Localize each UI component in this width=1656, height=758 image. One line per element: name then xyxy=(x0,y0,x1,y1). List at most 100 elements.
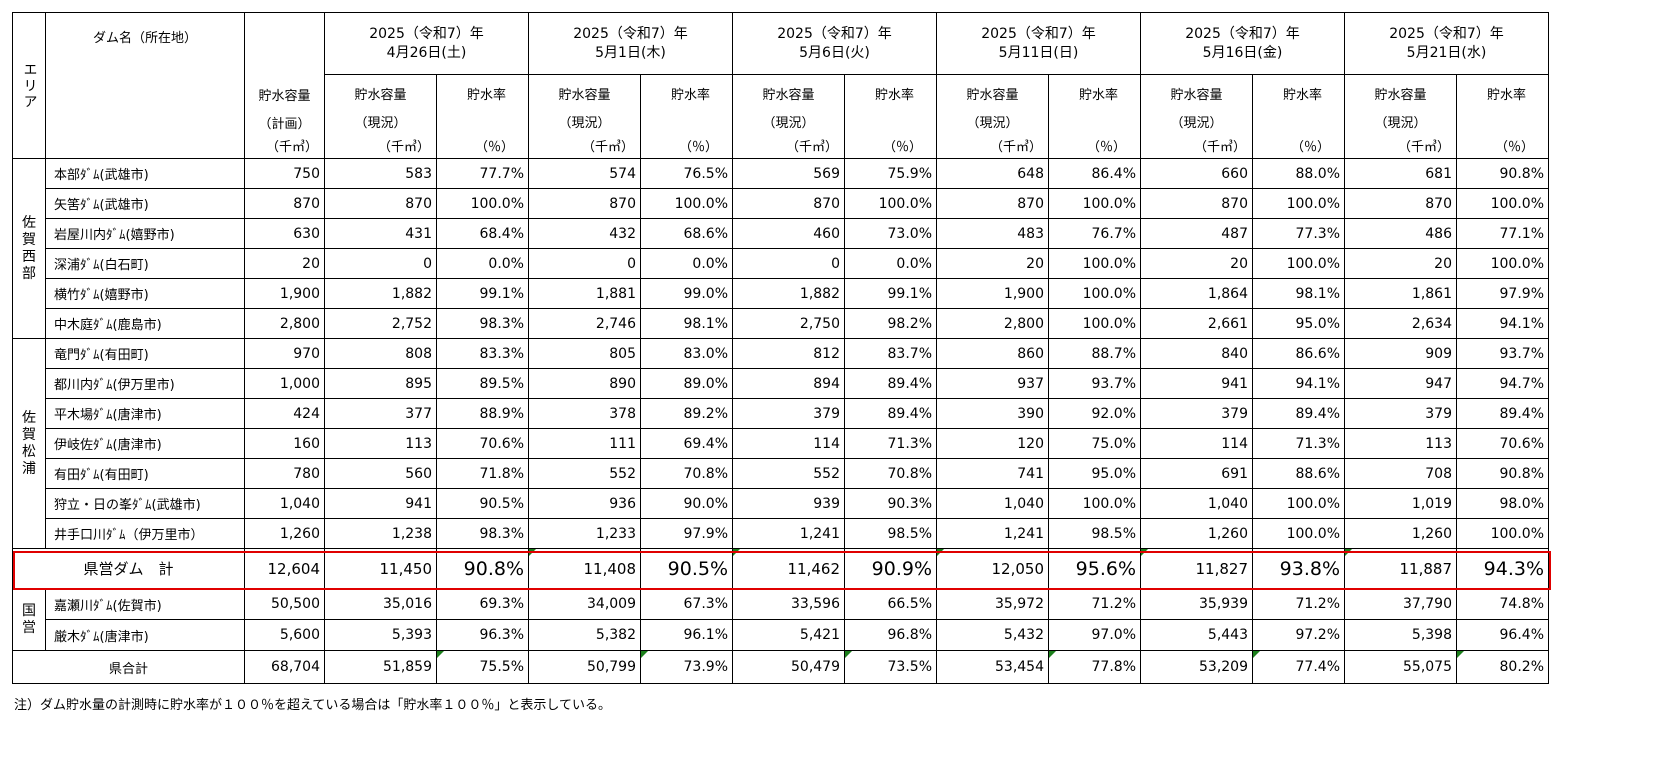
area-national: 国営 xyxy=(12,588,46,651)
storage-rate-value: 89.4% xyxy=(1252,398,1345,429)
header-date-year: 2025（令和7）年 xyxy=(777,25,892,42)
storage-rate-value: 97.2% xyxy=(1252,619,1345,651)
storage-rate-value: 92.0% xyxy=(1048,398,1141,429)
header-date-year: 2025（令和7）年 xyxy=(573,25,688,42)
capacity-now-value: 11,408 xyxy=(528,548,641,589)
storage-rate-value: 77.1% xyxy=(1456,218,1549,249)
storage-rate-text: 70.6% xyxy=(479,435,524,452)
header-capacity-now: 貯水容量 （現況） （千㎥） xyxy=(1344,74,1457,159)
capacity-now-value: 53,454 xyxy=(936,650,1049,684)
header-capacity-now-sub: （現況） xyxy=(558,116,611,131)
capacity-now-value: 708 xyxy=(1344,458,1457,489)
storage-rate-value: 93.8% xyxy=(1252,548,1345,589)
area-char: 賀 xyxy=(22,231,36,248)
capacity-now-value: 2,746 xyxy=(528,308,641,339)
capacity-now-text: 1,260 xyxy=(1411,525,1452,542)
storage-rate-text: 71.2% xyxy=(1091,596,1136,612)
capacity-now-text: 1,864 xyxy=(1207,285,1248,302)
storage-rate-value: 88.7% xyxy=(1048,338,1141,369)
capacity-now-value: 2,750 xyxy=(732,308,845,339)
storage-rate-value: 66.5% xyxy=(844,588,937,620)
capacity-now-value: 5,382 xyxy=(528,619,641,651)
header-capacity-now-label: 貯水容量 xyxy=(354,88,407,103)
dam-row: 平木場ﾀﾞﾑ(唐津市) 424 377 88.9% 378 89.2% 379 89.4% 39… xyxy=(13,398,1549,429)
storage-rate-value: 0.0% xyxy=(844,248,937,279)
storage-rate-value: 97.0% xyxy=(1048,619,1141,651)
capacity-now-value: 1,900 xyxy=(936,278,1049,309)
area-west: 佐賀西部 xyxy=(12,158,46,339)
storage-rate-text: 90.8% xyxy=(463,557,524,580)
storage-rate-text: 100.0% xyxy=(1082,285,1136,302)
capacity-now-value: 860 xyxy=(936,338,1049,369)
dam-row: 佐賀西部本部ﾀﾞﾑ(武雄市) 750 583 77.7% 574 76.5% 569 75.9… xyxy=(12,158,1549,339)
dam-name: 都川内ﾀﾞﾑ(伊万里市) xyxy=(45,368,245,399)
storage-rate-text: 94.1% xyxy=(1499,315,1544,332)
storage-rate-value: 77.4% xyxy=(1252,650,1345,684)
storage-rate-text: 89.0% xyxy=(683,375,728,392)
capacity-now-text: 812 xyxy=(813,345,840,362)
storage-rate-value: 71.3% xyxy=(844,428,937,459)
capacity-now-value: 113 xyxy=(324,428,437,459)
storage-rate-text: 75.5% xyxy=(479,659,524,675)
storage-rate-value: 100.0% xyxy=(1048,308,1141,339)
capacity-now-text: 35,972 xyxy=(995,596,1044,612)
header-date-year: 2025（令和7）年 xyxy=(1389,25,1504,42)
area-matsuura: 佐賀松浦 xyxy=(12,338,46,549)
dam-name: 本部ﾀﾞﾑ(武雄市) xyxy=(45,158,245,189)
capacity-now-text: 2,661 xyxy=(1207,315,1248,332)
capacity-now-text: 11,827 xyxy=(1195,559,1249,578)
storage-rate-text: 88.6% xyxy=(1295,465,1340,482)
storage-rate-text: 93.7% xyxy=(1499,345,1544,362)
capacity-now-value: 895 xyxy=(324,368,437,399)
capacity-now-text: 708 xyxy=(1425,465,1452,482)
capacity-now-value: 2,661 xyxy=(1140,308,1253,339)
header-capacity-now-label: 貯水容量 xyxy=(558,88,611,103)
header-dam-name: ダム名（所在地） xyxy=(45,12,245,159)
capacity-now-text: 0 xyxy=(627,255,636,272)
storage-rate-text: 95.0% xyxy=(1295,315,1340,332)
capacity-now-value: 574 xyxy=(528,158,641,189)
storage-rate-text: 89.4% xyxy=(887,375,932,392)
storage-rate-value: 96.1% xyxy=(640,619,733,651)
header-date-day: 4月26日(土) xyxy=(386,44,467,61)
storage-rate-value: 67.3% xyxy=(640,588,733,620)
capacity-now-value: 941 xyxy=(324,488,437,519)
cell-comment-marker xyxy=(733,549,740,556)
area-char: 浦 xyxy=(22,460,36,477)
storage-rate-text: 92.0% xyxy=(1091,405,1136,422)
capacity-now-text: 1,241 xyxy=(799,525,840,542)
area-char: 営 xyxy=(22,619,36,636)
storage-rate-text: 98.1% xyxy=(683,315,728,332)
storage-rate-text: 77.7% xyxy=(479,165,524,182)
dam-name: 矢筈ﾀﾞﾑ(武雄市) xyxy=(45,188,245,219)
storage-rate-text: 73.5% xyxy=(887,659,932,675)
capacity-now-value: 377 xyxy=(324,398,437,429)
capacity-now-value: 114 xyxy=(732,428,845,459)
storage-rate-value: 90.5% xyxy=(640,548,733,589)
reservoir-table-sheet: エリア ダム名（所在地） 貯水容量 （計画） （千㎥） 2025（令和7）年 4月… xyxy=(12,12,1549,684)
storage-rate-value: 89.4% xyxy=(844,368,937,399)
storage-rate-text: 67.3% xyxy=(683,596,728,612)
storage-rate-text: 96.4% xyxy=(1499,627,1544,643)
storage-rate-text: 77.1% xyxy=(1499,225,1544,242)
capacity-plan-value: 424 xyxy=(244,398,325,429)
header-date-2: 2025（令和7）年 5月6日(火) xyxy=(732,12,937,75)
prefectural-dam-total-row: 県営ダム 計 12,604 11,450 90.8% 11,408 90.5% 11,462… xyxy=(12,548,1549,589)
capacity-now-value: 35,016 xyxy=(324,588,437,620)
header-date-day: 5月11日(日) xyxy=(998,44,1079,61)
storage-rate-value: 71.2% xyxy=(1048,588,1141,620)
capacity-now-text: 20 xyxy=(1434,255,1452,272)
capacity-now-value: 1,882 xyxy=(324,278,437,309)
storage-rate-value: 100.0% xyxy=(1252,248,1345,279)
capacity-now-value: 5,432 xyxy=(936,619,1049,651)
capacity-now-value: 20 xyxy=(1344,248,1457,279)
storage-rate-text: 90.5% xyxy=(479,495,524,512)
storage-rate-text: 93.8% xyxy=(1279,557,1340,580)
capacity-now-text: 5,432 xyxy=(1003,627,1044,643)
header-capacity-now-unit: （千㎥） xyxy=(1193,140,1246,155)
capacity-now-text: 20 xyxy=(1026,255,1044,272)
capacity-now-value: 941 xyxy=(1140,368,1253,399)
dam-name: 伊岐佐ﾀﾞﾑ(唐津市) xyxy=(45,428,245,459)
header-capacity-now-sub: （現況） xyxy=(762,116,815,131)
dam-name: 井手口川ﾀﾞﾑ（伊万里市） xyxy=(45,518,245,549)
